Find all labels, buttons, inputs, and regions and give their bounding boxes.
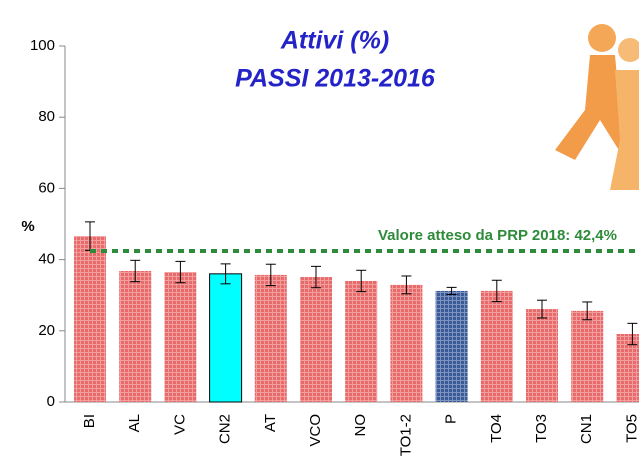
error-bar (446, 286, 457, 295)
bar (526, 309, 558, 402)
x-tick-label: BI (81, 414, 98, 428)
x-tick-label: TO4 (488, 414, 505, 443)
bar (74, 236, 106, 402)
error-bar (220, 263, 231, 285)
chart-subtitle: PASSI 2013-2016 (235, 65, 436, 93)
error-bar (265, 263, 276, 287)
error-bar (311, 265, 321, 289)
bar (164, 272, 197, 402)
target-annotation: Valore atteso da PRP 2018: 42,4% (378, 227, 617, 244)
y-axis-label: % (21, 218, 34, 235)
x-tick-label: VC (171, 414, 188, 435)
x-tick-label: CN1 (578, 414, 595, 444)
x-tick-label: TO1-2 (397, 414, 414, 456)
bar (254, 274, 287, 402)
bar (209, 273, 243, 403)
x-tick-label: AL (126, 414, 143, 432)
x-tick-label: CN2 (217, 414, 234, 444)
error-bar (537, 299, 547, 319)
x-tick-label: TO5 (623, 414, 639, 443)
bar (390, 284, 423, 402)
bar (571, 310, 604, 402)
y-tick-label: 80 (38, 108, 55, 125)
error-bar (491, 279, 502, 303)
x-tick-label: AT (262, 414, 279, 432)
error-bar (130, 259, 141, 283)
runner-icon (555, 24, 639, 190)
error-bar (175, 260, 186, 284)
y-tick-label: 60 (38, 179, 55, 196)
x-tick-label: P (443, 414, 460, 424)
bar (119, 270, 152, 402)
y-tick-label: 40 (38, 251, 55, 268)
error-bar (356, 269, 367, 293)
x-tick-label: NO (352, 414, 369, 437)
x-tick-label: TO3 (533, 414, 550, 443)
y-tick-label: 0 (47, 393, 55, 410)
bar (345, 280, 378, 402)
bar (300, 277, 332, 402)
chart-title: Attivi (%) (280, 27, 389, 55)
y-tick-label: 20 (38, 322, 55, 339)
y-tick-label: 100 (30, 37, 55, 54)
error-bar (401, 275, 412, 295)
x-tick-label: VCO (307, 414, 324, 447)
error-bar (627, 322, 638, 346)
bar (616, 334, 639, 402)
bar (435, 290, 468, 402)
error-bar (582, 301, 593, 321)
bar (480, 290, 513, 402)
